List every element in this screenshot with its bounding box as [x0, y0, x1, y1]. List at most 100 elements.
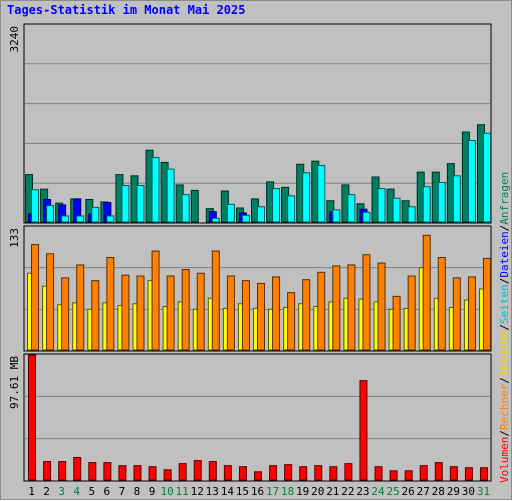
- x-tick-label: 1: [28, 485, 35, 498]
- bar-seiten-day-3: [61, 215, 70, 223]
- x-tick-label: 18: [281, 485, 294, 498]
- bar-seiten-day-14: [226, 203, 235, 223]
- legend-item-seiten: Seiten: [498, 284, 511, 324]
- bar-volumen-day-11: [178, 463, 187, 481]
- bar-volumen-day-12: [193, 460, 202, 481]
- x-tick-label: 29: [447, 485, 460, 498]
- legend: Volumen/Rechner/Besuche/Seiten/Dateien/A…: [498, 172, 511, 483]
- bar-seiten-day-9: [151, 157, 160, 223]
- bar-seiten-day-16: [257, 206, 265, 223]
- x-tick-label: 27: [417, 485, 430, 498]
- bar-volumen-day-7: [118, 465, 127, 481]
- x-tick-label: 23: [356, 485, 369, 498]
- legend-separator: /: [498, 377, 511, 384]
- x-tick-label: 4: [73, 485, 80, 498]
- bar-rechner-day-17: [272, 276, 281, 351]
- bar-volumen-day-18: [284, 464, 293, 481]
- bar-rechner-day-11: [181, 269, 190, 351]
- bar-rechner-day-20: [317, 271, 326, 351]
- bar-volumen-day-28: [434, 462, 443, 481]
- x-tick-label: 22: [341, 485, 354, 498]
- bar-rechner-day-24: [377, 262, 386, 351]
- bar-rechner-day-31: [482, 257, 491, 351]
- bar-volumen-day-24: [374, 466, 383, 481]
- bar-seiten-day-11: [181, 194, 190, 223]
- bar-rechner-day-23: [362, 254, 371, 351]
- bar-seiten-day-30: [467, 140, 476, 223]
- bar-rechner-day-26: [407, 275, 416, 351]
- bar-seiten-day-2: [46, 205, 55, 223]
- bar-volumen-day-26: [404, 470, 413, 481]
- bar-volumen-day-8: [133, 465, 142, 481]
- x-tick-label: 30: [462, 485, 475, 498]
- bar-rechner-day-30: [467, 276, 476, 351]
- bar-rechner-day-16: [257, 282, 265, 351]
- y-max-label-top: 3240: [8, 26, 21, 53]
- bar-rechner-day-9: [151, 250, 160, 351]
- bar-seiten-day-7: [121, 185, 130, 223]
- bar-seiten-day-6: [106, 215, 115, 223]
- bar-rechner-day-13: [211, 250, 220, 351]
- bar-rechner-day-10: [166, 275, 175, 351]
- chart-title: Tages-Statistik im Monat Mai 2025: [7, 3, 246, 17]
- legend-separator: /: [498, 278, 511, 285]
- bar-seiten-day-27: [422, 186, 431, 223]
- x-tick-label: 2: [43, 485, 50, 498]
- bar-seiten-day-23: [362, 211, 371, 223]
- bar-volumen-day-30: [464, 467, 473, 481]
- x-tick-label: 3: [58, 485, 65, 498]
- bar-seiten-day-28: [437, 181, 446, 223]
- x-tick-label: 13: [206, 485, 219, 498]
- bar-volumen-day-17: [269, 465, 278, 481]
- x-tick-label: 16: [251, 485, 264, 498]
- legend-item-anfragen: Anfragen: [498, 172, 511, 225]
- bar-volumen-day-3: [58, 461, 67, 481]
- x-tick-label: 28: [432, 485, 445, 498]
- bar-volumen-day-15: [238, 466, 247, 481]
- bar-rechner-day-27: [422, 234, 431, 351]
- x-tick-label: 24: [371, 485, 385, 498]
- bar-volumen-day-14: [223, 465, 232, 481]
- bar-volumen-day-23: [359, 380, 368, 481]
- bar-rechner-day-22: [347, 264, 356, 351]
- legend-item-dateien: Dateien: [498, 231, 511, 277]
- legend-separator: /: [498, 324, 511, 331]
- bar-volumen-day-19: [299, 466, 308, 481]
- bar-volumen-day-6: [103, 462, 112, 481]
- bar-volumen-day-5: [88, 462, 97, 481]
- bar-seiten-day-8: [136, 185, 145, 223]
- legend-item-volumen: Volumen: [498, 437, 511, 483]
- x-tick-label: 5: [88, 485, 95, 498]
- bar-seiten-day-5: [91, 206, 100, 223]
- bar-volumen-day-4: [73, 456, 82, 481]
- bar-seiten-day-26: [407, 206, 416, 223]
- bar-rechner-day-6: [106, 257, 115, 351]
- legend-separator: /: [498, 430, 511, 437]
- bar-rechner-day-4: [76, 264, 85, 351]
- x-tick-label: 17: [266, 485, 279, 498]
- bar-rechner-day-15: [241, 280, 250, 351]
- bar-rechner-day-19: [302, 279, 311, 351]
- x-tick-label: 6: [104, 485, 111, 498]
- x-tick-label: 9: [149, 485, 156, 498]
- x-tick-label: 31: [477, 485, 490, 498]
- bar-rechner-day-7: [121, 274, 130, 351]
- x-tick-label: 21: [326, 485, 339, 498]
- bar-seiten-day-15: [241, 214, 250, 223]
- bar-anfragen-day-12: [190, 189, 199, 223]
- legend-item-besuche: Besuche: [498, 331, 511, 377]
- x-tick-label: 25: [386, 485, 399, 498]
- bar-volumen-day-31: [479, 467, 488, 481]
- bar-seiten-day-4: [76, 215, 85, 223]
- bar-seiten-day-29: [452, 175, 461, 223]
- bar-rechner-day-14: [226, 275, 235, 351]
- bar-volumen-day-10: [163, 469, 172, 481]
- bar-seiten-day-18: [287, 195, 296, 223]
- bar-volumen-day-22: [344, 463, 353, 481]
- bar-volumen-day-29: [449, 466, 458, 481]
- bar-rechner-day-5: [91, 280, 100, 351]
- x-tick-label: 20: [311, 485, 324, 498]
- x-tick-label: 26: [402, 485, 415, 498]
